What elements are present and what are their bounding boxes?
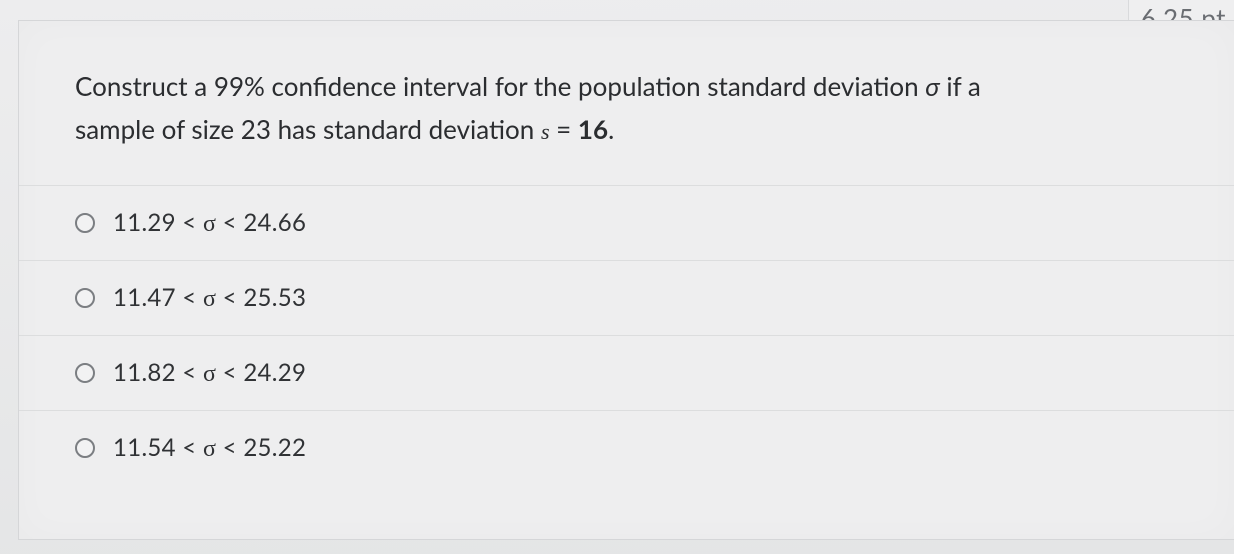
less-than: < [176, 433, 203, 462]
radio-icon [75, 288, 95, 308]
less-than: < [216, 433, 243, 462]
less-than: < [216, 358, 243, 387]
upper-bound: 24.29 [243, 358, 306, 387]
question-text-part: sample of size 23 has standard deviation [75, 113, 541, 145]
question-stem: Construct a 99% confidence interval for … [19, 21, 1234, 185]
less-than: < [176, 283, 203, 312]
radio-icon [75, 438, 95, 458]
option-text: 11.47 < σ < 25.53 [113, 283, 306, 313]
less-than: < [176, 358, 203, 387]
radio-icon [75, 363, 95, 383]
sigma-symbol: σ [203, 211, 216, 237]
answer-option[interactable]: 11.54 < σ < 25.22 [19, 410, 1234, 485]
question-text-part: Construct a 99% confidence interval for … [75, 70, 925, 102]
quiz-canvas: 6.25 pt Construct a 99% confidence inter… [0, 0, 1234, 554]
period: . [608, 113, 614, 145]
lower-bound: 11.54 [113, 433, 176, 462]
sigma-symbol: σ [203, 286, 216, 312]
equals-sign: = [550, 113, 578, 145]
s-value: 16 [578, 113, 608, 145]
question-frame: Construct a 99% confidence interval for … [18, 20, 1234, 540]
sigma-symbol: σ [203, 436, 216, 462]
option-text: 11.29 < σ < 24.66 [113, 208, 306, 238]
radio-icon [75, 213, 95, 233]
upper-bound: 25.22 [243, 433, 306, 462]
s-variable: s [541, 119, 550, 144]
question-text-part: if a [940, 70, 981, 102]
answer-option[interactable]: 11.29 < σ < 24.66 [19, 185, 1234, 260]
upper-bound: 24.66 [243, 208, 306, 237]
upper-bound: 25.53 [243, 283, 306, 312]
answer-option[interactable]: 11.47 < σ < 25.53 [19, 260, 1234, 335]
sigma-symbol: σ [203, 361, 216, 387]
sigma-symbol: σ [925, 70, 939, 102]
less-than: < [176, 208, 203, 237]
less-than: < [216, 283, 243, 312]
lower-bound: 11.82 [113, 358, 176, 387]
option-text: 11.54 < σ < 25.22 [113, 433, 306, 463]
lower-bound: 11.47 [113, 283, 176, 312]
option-text: 11.82 < σ < 24.29 [113, 358, 306, 388]
less-than: < [216, 208, 243, 237]
lower-bound: 11.29 [113, 208, 176, 237]
answer-option[interactable]: 11.82 < σ < 24.29 [19, 335, 1234, 410]
